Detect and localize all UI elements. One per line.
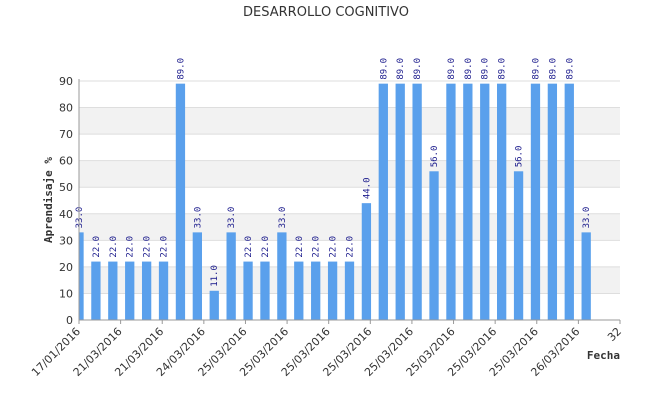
bar [497, 83, 507, 321]
bar-value-label: 22.0 [261, 236, 271, 258]
y-tick-label: 70 [59, 128, 73, 141]
bar-value-label: 22.0 [295, 236, 305, 258]
bar [158, 261, 169, 320]
bar [192, 232, 202, 320]
bar-value-label: 33.0 [75, 207, 85, 229]
bar [79, 232, 84, 320]
bar-value-label: 22.0 [329, 236, 339, 258]
bar [378, 83, 388, 321]
y-tick-label: 80 [59, 102, 73, 115]
bar [446, 83, 456, 321]
x-tick-label: 32 [605, 325, 624, 344]
y-tick-label: 40 [59, 208, 73, 221]
bar [125, 261, 135, 320]
bar-value-label: 89.0 [396, 58, 406, 80]
bar [547, 83, 558, 321]
bar-value-label: 33.0 [582, 207, 592, 229]
bar [243, 261, 253, 320]
bar [277, 232, 287, 320]
bar-value-label: 22.0 [160, 236, 170, 258]
bar-value-label: 22.0 [244, 236, 254, 258]
bar-value-label: 89.0 [464, 58, 474, 80]
bar [226, 232, 236, 320]
bar-value-label: 89.0 [379, 58, 389, 80]
bar-value-label: 22.0 [346, 236, 356, 258]
bar-series [79, 83, 591, 321]
y-tick-label: 60 [59, 155, 73, 168]
y-tick-label: 90 [59, 75, 73, 88]
bar-value-label: 22.0 [143, 236, 153, 258]
bar-value-label: 33.0 [278, 207, 288, 229]
grid-band [79, 107, 620, 135]
bar-value-label: 22.0 [92, 236, 102, 258]
bar [175, 83, 186, 321]
bar [294, 261, 304, 320]
grid-band [79, 160, 620, 188]
bar-value-label: 33.0 [227, 207, 237, 229]
bar [108, 261, 118, 320]
bar-value-label: 89.0 [565, 58, 575, 80]
bar [311, 261, 321, 320]
value-labels: 33.0 22.0 22.0 22.0 22.0 22.0 89.0 33.0 11.0 33.0… [75, 58, 592, 287]
bar-value-label: 33.0 [193, 207, 203, 229]
bar [463, 83, 473, 321]
bar-value-label: 22.0 [312, 236, 322, 258]
bar-value-label: 11.0 [210, 265, 220, 287]
bar-value-label: 22.0 [109, 236, 119, 258]
x-axis-label: Fecha [587, 349, 620, 362]
y-tick-label: 10 [59, 287, 73, 300]
bar-value-label: 89.0 [498, 58, 508, 80]
bar-value-label: 56.0 [430, 146, 440, 168]
bar [395, 83, 405, 321]
bar [513, 171, 524, 320]
y-tick-label: 30 [59, 234, 73, 247]
bar-value-label: 44.0 [362, 177, 372, 199]
y-tick-label: 0 [66, 314, 73, 327]
bar-value-label: 89.0 [481, 58, 491, 80]
y-axis-label: Aprendisaje % [42, 157, 55, 243]
bar [260, 261, 270, 320]
bar [530, 83, 541, 321]
bar [344, 261, 355, 320]
bar [412, 83, 422, 321]
bar-value-label: 89.0 [531, 58, 541, 80]
bar [91, 261, 101, 320]
bar-value-label: 89.0 [413, 58, 423, 80]
bar-value-label: 22.0 [126, 236, 136, 258]
y-axis-ticks: 0 10 20 30 40 50 60 70 80 90 [59, 75, 73, 327]
bar [141, 261, 152, 320]
bar [480, 83, 490, 321]
bar [581, 232, 591, 320]
bar [564, 83, 574, 321]
bar-value-label: 89.0 [447, 58, 457, 80]
bar-value-label: 56.0 [515, 146, 525, 168]
grid-band [79, 213, 620, 241]
x-axis-ticks: 17/01/201621/03/201621/03/201624/03/2016… [29, 320, 624, 379]
bar [361, 203, 372, 320]
y-tick-label: 50 [59, 181, 73, 194]
y-tick-label: 20 [59, 261, 73, 274]
chart-title: DESARROLLO COGNITIVO [243, 5, 409, 20]
axes [78, 79, 620, 321]
bar [429, 171, 439, 320]
bar [209, 290, 219, 320]
bar-value-label: 89.0 [548, 58, 558, 80]
bar [327, 261, 338, 320]
bar-value-label: 89.0 [176, 58, 186, 80]
